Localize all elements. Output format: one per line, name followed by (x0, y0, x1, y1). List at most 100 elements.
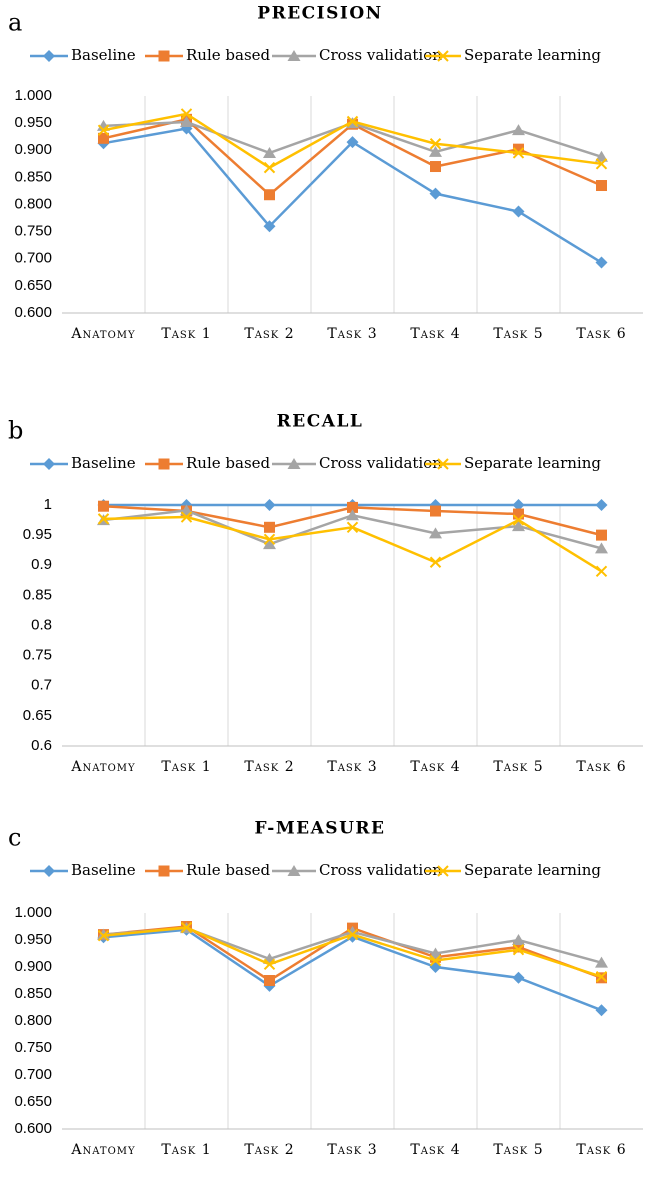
series-line (103, 127, 603, 264)
x-tick-label: Task 4 (410, 1142, 460, 1158)
panel-label: c (8, 824, 21, 852)
panel-label: a (8, 9, 22, 37)
y-tick-label: 0.850 (14, 985, 52, 1002)
legend-label: Separate learning (464, 46, 601, 64)
legend-label: Rule based (186, 861, 271, 879)
marker (98, 500, 109, 512)
marker (595, 542, 608, 554)
legend-label: Cross validation (319, 46, 442, 64)
legend-label: Cross validation (319, 454, 442, 472)
y-tick-label: 0.700 (14, 250, 52, 267)
marker (264, 521, 275, 533)
y-tick-label: 0.800 (14, 195, 52, 212)
marker (180, 921, 193, 934)
marker (158, 458, 170, 470)
marker (429, 556, 442, 568)
marker (512, 520, 525, 532)
marker (512, 124, 525, 136)
y-tick-label: 0.750 (14, 223, 52, 240)
legend-label: Baseline (71, 861, 136, 879)
marker (595, 971, 608, 983)
x-tick-label: Task 4 (410, 326, 460, 342)
y-tick-label: 1.000 (14, 904, 52, 921)
x-tick-label: Task 2 (244, 326, 294, 342)
marker (595, 158, 608, 170)
marker (98, 132, 109, 144)
chart-title: RECALL (277, 412, 364, 432)
marker (429, 947, 442, 959)
y-tick-label: 0.950 (14, 931, 52, 948)
marker (347, 501, 358, 513)
x-tick-label: Task 5 (493, 326, 543, 342)
marker (97, 928, 110, 940)
marker (595, 150, 608, 162)
marker (263, 958, 276, 971)
x-tick-label: Task 6 (576, 326, 626, 342)
x-tick-label: Anatomy (70, 1142, 135, 1158)
marker (346, 928, 359, 941)
marker (596, 529, 607, 541)
y-tick-label: 1 (44, 496, 52, 513)
chart-title: F-MEASURE (254, 819, 385, 839)
x-tick-label: Task 5 (493, 1142, 543, 1158)
x-tick-label: Task 1 (161, 326, 211, 342)
marker (429, 145, 442, 157)
y-tick-label: 0.650 (14, 277, 52, 294)
x-tick-label: Task 5 (493, 759, 543, 775)
marker (97, 929, 110, 942)
marker (263, 538, 276, 550)
marker (512, 934, 525, 945)
marker (595, 956, 608, 968)
marker (43, 865, 55, 877)
marker (429, 187, 442, 200)
marker (287, 865, 301, 876)
y-tick-label: 0.750 (14, 1039, 52, 1056)
legend-label: Rule based (186, 454, 271, 472)
y-tick-label: 0.900 (14, 958, 52, 975)
legend-label: Baseline (71, 46, 136, 64)
marker (180, 511, 193, 523)
marker (513, 941, 524, 953)
marker (346, 925, 359, 937)
marker (346, 509, 359, 521)
panel-label: b (8, 417, 23, 445)
marker (430, 505, 441, 517)
marker (512, 971, 525, 984)
y-tick-label: 0.900 (14, 141, 52, 158)
y-tick-label: 0.6 (31, 737, 52, 754)
marker (512, 147, 525, 159)
marker (512, 205, 525, 218)
y-tick-label: 0.950 (14, 114, 52, 131)
legend-label: Separate learning (464, 861, 601, 879)
y-tick-label: 0.600 (14, 1120, 52, 1137)
marker (430, 161, 441, 173)
y-tick-label: 0.7 (31, 677, 52, 694)
legend-label: Baseline (71, 454, 136, 472)
marker (180, 108, 193, 120)
y-tick-label: 0.8 (31, 616, 52, 633)
marker (263, 146, 276, 158)
chart-title: PRECISION (257, 4, 382, 24)
x-tick-label: Task 2 (244, 1142, 294, 1158)
marker (513, 143, 524, 155)
marker (43, 458, 55, 470)
x-tick-label: Task 4 (410, 759, 460, 775)
y-tick-label: 0.650 (14, 1093, 52, 1110)
x-tick-label: Task 1 (161, 1142, 211, 1158)
marker (512, 514, 525, 526)
x-tick-label: Task 3 (327, 1142, 377, 1158)
legend-label: Cross validation (319, 861, 442, 879)
marker (596, 180, 607, 192)
marker (97, 124, 110, 136)
y-tick-label: 0.75 (23, 647, 52, 664)
marker (595, 499, 608, 511)
marker (429, 527, 442, 539)
marker (263, 533, 276, 546)
x-tick-label: Task 3 (327, 326, 377, 342)
y-tick-label: 0.85 (23, 586, 52, 603)
marker (437, 50, 449, 62)
marker (595, 565, 608, 577)
marker (263, 161, 276, 174)
marker (264, 975, 275, 986)
